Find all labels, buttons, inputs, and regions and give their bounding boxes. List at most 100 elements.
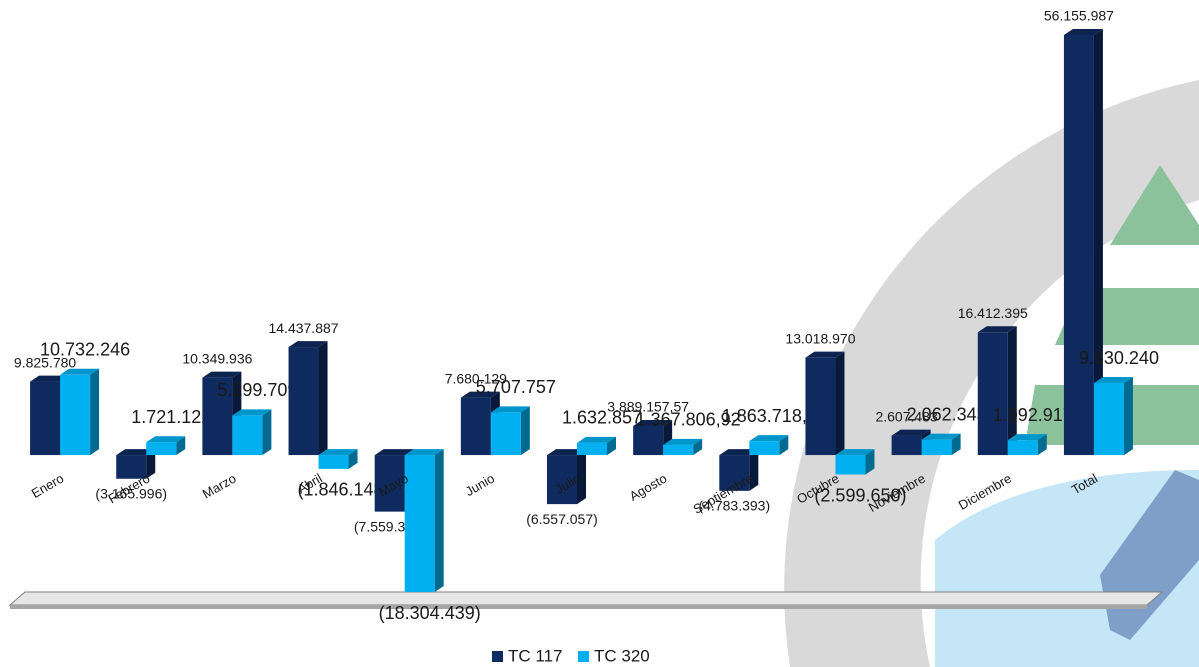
bar	[921, 439, 952, 456]
data-label: 10.732.246	[40, 340, 130, 360]
bar	[1093, 383, 1124, 456]
bar-side	[835, 351, 845, 456]
bar-side	[951, 433, 961, 456]
bar-top	[891, 429, 931, 436]
data-label: 9.630.240	[1079, 348, 1159, 368]
bar	[146, 442, 177, 456]
bar-side	[520, 406, 530, 456]
data-label: (18.304.439)	[379, 603, 481, 623]
x-tick-label: Agosto	[627, 471, 670, 504]
bar-top	[490, 406, 530, 413]
data-label: 14.437.887	[268, 320, 338, 336]
data-label: (4.783.393)	[699, 498, 771, 514]
bar	[202, 377, 233, 456]
bar-side	[749, 449, 759, 491]
legend: TC 117 TC 320	[492, 646, 650, 665]
bar-top	[146, 436, 186, 443]
background-decoration	[8, 80, 1199, 667]
bar-side	[348, 449, 358, 469]
bar-top	[60, 368, 100, 375]
bar-top	[1063, 29, 1103, 35]
bar-side	[1123, 377, 1133, 456]
bar	[663, 444, 694, 456]
data-label: 9.825.780	[14, 354, 76, 370]
bar-side	[1007, 326, 1017, 456]
bar-top	[977, 326, 1017, 333]
bar	[1063, 35, 1094, 456]
data-label: 56.155.987	[1044, 8, 1114, 24]
bar	[490, 412, 521, 456]
data-label: 1.992.917	[993, 405, 1073, 425]
data-label: 7.680.129	[445, 370, 507, 386]
bar-side	[90, 368, 100, 456]
bar	[116, 455, 147, 479]
bar-top	[374, 449, 414, 456]
bar-top	[547, 449, 586, 456]
bar-top	[835, 449, 875, 456]
data-label: 2.607.483	[875, 408, 937, 424]
legend-swatch	[492, 651, 503, 662]
bar-top	[921, 433, 961, 440]
x-tick-label: Junio	[463, 471, 497, 500]
data-label: 16.412.395	[958, 305, 1028, 321]
bar-top	[805, 351, 845, 358]
x-tick-label: Enero	[29, 471, 67, 501]
bar-top	[404, 449, 444, 456]
data-label: (1.846.148)	[297, 480, 389, 500]
bar-top	[577, 436, 616, 443]
bar-top	[719, 449, 759, 456]
bar-top	[749, 435, 789, 442]
green-shape	[1110, 165, 1199, 245]
data-label: 1.367.806,92	[636, 410, 741, 430]
bar-top	[1093, 377, 1133, 384]
data-label: (2.599.650)	[814, 485, 906, 505]
bar-side	[1093, 29, 1103, 456]
bar-top	[663, 438, 703, 445]
data-label: 1.632.857	[562, 408, 642, 428]
legend-label: TC 117	[508, 646, 563, 665]
data-label: 2.062.343	[907, 404, 987, 424]
bar	[719, 455, 750, 491]
data-label: 1.721.122	[131, 407, 211, 427]
bar	[374, 455, 405, 512]
legend-swatch	[578, 651, 589, 662]
bar-top	[633, 419, 673, 426]
bar	[30, 381, 61, 456]
bar-side	[318, 341, 328, 456]
bar-top	[116, 449, 156, 456]
bar-top	[202, 371, 242, 378]
bar	[891, 435, 922, 456]
bar-top	[1007, 434, 1047, 441]
data-label: (6.557.057)	[526, 511, 598, 527]
bar-side	[577, 449, 586, 505]
data-label: (3.165.996)	[95, 485, 167, 501]
legend-label: TC 320	[594, 646, 650, 665]
bar	[318, 455, 349, 469]
bar-side	[262, 409, 272, 456]
bar	[60, 374, 91, 456]
data-label: 1.863.718,09	[722, 406, 827, 426]
bar-side	[434, 449, 444, 592]
bar	[460, 397, 491, 456]
bar-side	[146, 449, 156, 479]
bar-side	[865, 449, 875, 475]
floor-edge	[10, 605, 1147, 609]
x-tick-label: Marzo	[200, 471, 239, 502]
bar-top	[30, 375, 70, 382]
bar	[404, 455, 435, 592]
bar	[977, 332, 1008, 456]
bar-top	[288, 341, 328, 348]
data-label: 13.018.970	[785, 330, 855, 346]
bar	[805, 357, 836, 456]
data-label: 5.299.709	[217, 380, 297, 400]
bar	[577, 442, 607, 456]
data-label: 10.349.936	[182, 350, 252, 366]
bar	[749, 441, 780, 456]
bar-side	[779, 435, 789, 456]
floor	[8, 591, 1164, 606]
bar-side	[693, 438, 703, 456]
bar	[633, 425, 664, 456]
bar	[835, 455, 866, 475]
